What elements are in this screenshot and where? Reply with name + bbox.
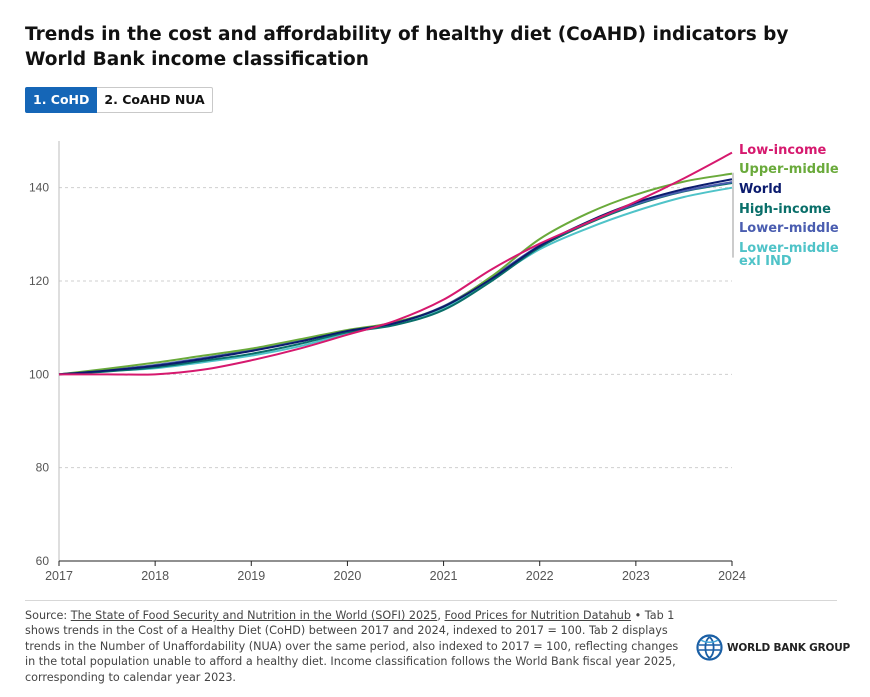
brand-name: WORLD BANK GROUP [727,641,851,654]
source-bullet: • [631,609,642,622]
series-label-low-income: Low-income [739,143,827,158]
x-tick-label: 2019 [237,569,265,583]
line-chart: 60 80 100 120 140 2017 2018 2019 2020 2021 2022 202… [29,141,839,583]
footnote: Source: The State of Food Security and N… [25,608,680,685]
series-line-lower-middle [58,181,733,376]
series-label-upper-middle: Upper-middle [739,162,839,177]
series-line-world [58,178,733,376]
series-label-lower-middle-exl-ind: exl IND [739,254,792,269]
x-tick-label: 2018 [141,569,169,583]
x-tick-label: 2020 [334,569,362,583]
series-label-lower-middle-exl-ind: Lower-middle [739,241,839,256]
x-tick-label: 2022 [526,569,554,583]
source-link-sofi[interactable]: The State of Food Security and Nutrition… [70,609,438,622]
x-tick-label: 2024 [718,569,746,583]
axes: 60 80 100 120 140 2017 2018 2019 2020 2021 2022 202… [29,141,746,583]
y-tick-label: 80 [36,461,50,475]
y-tick-label: 140 [29,181,49,195]
y-tick-label: 100 [29,367,49,381]
series-line-low-income [59,151,733,376]
source-prefix: Source: [25,609,71,622]
x-tick-label: 2017 [45,569,73,583]
tab-coahd-nua[interactable]: 2. CoAHD NUA [97,87,213,113]
source-separator: , [437,609,445,622]
tab-cohd[interactable]: 1. CoHD [25,87,98,113]
globe-icon [696,634,723,661]
series-label-high-income: High-income [739,202,831,217]
x-tick-label: 2023 [622,569,650,583]
footnote-body: Tab 1 shows trends in the Cost of a Heal… [25,609,679,684]
y-tick-label: 120 [29,274,49,288]
series-labels: Low-income Upper-middle World High-income Lo… [732,143,839,269]
footer-divider [25,600,837,601]
y-tick-label: 60 [36,554,50,568]
tab-bar: 1. CoHD 2. CoAHD NUA [25,87,213,113]
series-line-high-income [58,182,733,376]
source-link-datahub[interactable]: Food Prices for Nutrition Datahub [444,609,632,622]
series-lines [58,151,733,376]
series-label-world: World [739,182,782,197]
series-label-lower-middle: Lower-middle [739,221,839,236]
world-bank-logo[interactable]: WORLD BANK GROUP [696,634,850,661]
grid-lines [59,187,732,469]
page-title: Trends in the cost and affordability of … [25,24,789,70]
x-tick-label: 2021 [430,569,458,583]
